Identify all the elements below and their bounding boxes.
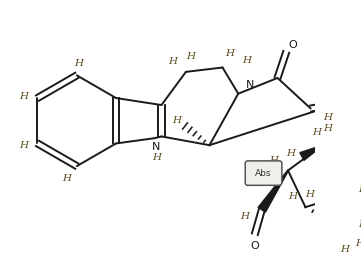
Text: H: H	[288, 192, 297, 201]
Text: H: H	[62, 174, 71, 183]
Text: H: H	[74, 59, 83, 68]
Text: N: N	[152, 142, 160, 152]
Text: H: H	[152, 153, 161, 162]
Text: H: H	[186, 52, 195, 61]
Text: H: H	[324, 113, 332, 122]
Text: O: O	[251, 241, 259, 251]
Text: H: H	[286, 148, 295, 158]
Text: H: H	[340, 244, 349, 254]
Text: H: H	[19, 92, 28, 101]
Text: Abs: Abs	[255, 169, 272, 178]
Text: H: H	[225, 49, 234, 58]
Text: H: H	[324, 124, 332, 133]
Text: N: N	[246, 80, 255, 90]
Text: H: H	[358, 220, 361, 229]
Text: H: H	[19, 141, 28, 150]
FancyBboxPatch shape	[245, 161, 282, 185]
Polygon shape	[300, 146, 321, 160]
Text: O: O	[289, 40, 297, 50]
Text: H: H	[243, 56, 252, 65]
Text: H: H	[355, 239, 361, 248]
Polygon shape	[258, 170, 288, 212]
Text: H: H	[240, 212, 249, 221]
Text: H: H	[172, 116, 181, 125]
Text: H: H	[358, 185, 361, 194]
Text: H: H	[270, 155, 279, 165]
Text: H: H	[312, 128, 321, 138]
Text: H: H	[168, 57, 177, 66]
Text: H: H	[305, 189, 314, 199]
